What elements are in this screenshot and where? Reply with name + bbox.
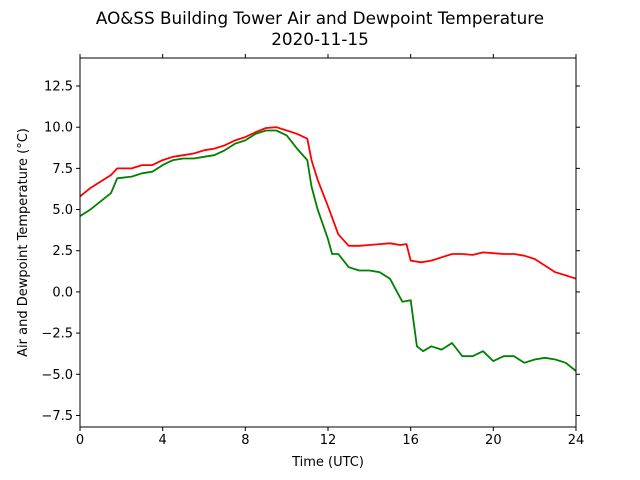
- y-tick-label: 12.5: [44, 80, 73, 95]
- x-tick-label: 16: [402, 433, 419, 448]
- chart-title: AO&SS Building Tower Air and Dewpoint Te…: [96, 8, 544, 28]
- y-tick-label: 2.5: [52, 244, 73, 259]
- plot-frame: [79, 57, 577, 428]
- series-line-2: [79, 129, 577, 372]
- y-tick-label: 10.0: [44, 121, 73, 136]
- y-axis-label: Air and Dewpoint Temperature (°C): [16, 128, 31, 357]
- x-tick-label: 4: [159, 433, 167, 448]
- y-tick-label: 5.0: [52, 203, 73, 218]
- x-tick-label: 24: [568, 433, 585, 448]
- x-tick-label: 8: [241, 433, 249, 448]
- y-tick-label: −2.5: [41, 327, 73, 342]
- x-tick-label: 20: [485, 433, 502, 448]
- ticks-layer: 0 4 8 12 16 20 24 −7.5 −5.0 −2.5 0.0 2.5 5.0 7.5 10.0 1…: [41, 54, 584, 448]
- y-tick-label: −5.0: [41, 368, 73, 383]
- y-tick-label: 0.0: [52, 285, 73, 300]
- chart-subtitle: 2020-11-15: [271, 29, 369, 49]
- x-tick-label: 12: [320, 433, 337, 448]
- y-tick-label: 7.5: [52, 162, 73, 177]
- x-tick-label: 0: [76, 433, 84, 448]
- y-tick-label: −7.5: [41, 409, 73, 424]
- series-line-1: [79, 126, 577, 280]
- series-layer: [79, 126, 577, 372]
- x-axis-label: Time (UTC): [291, 455, 364, 470]
